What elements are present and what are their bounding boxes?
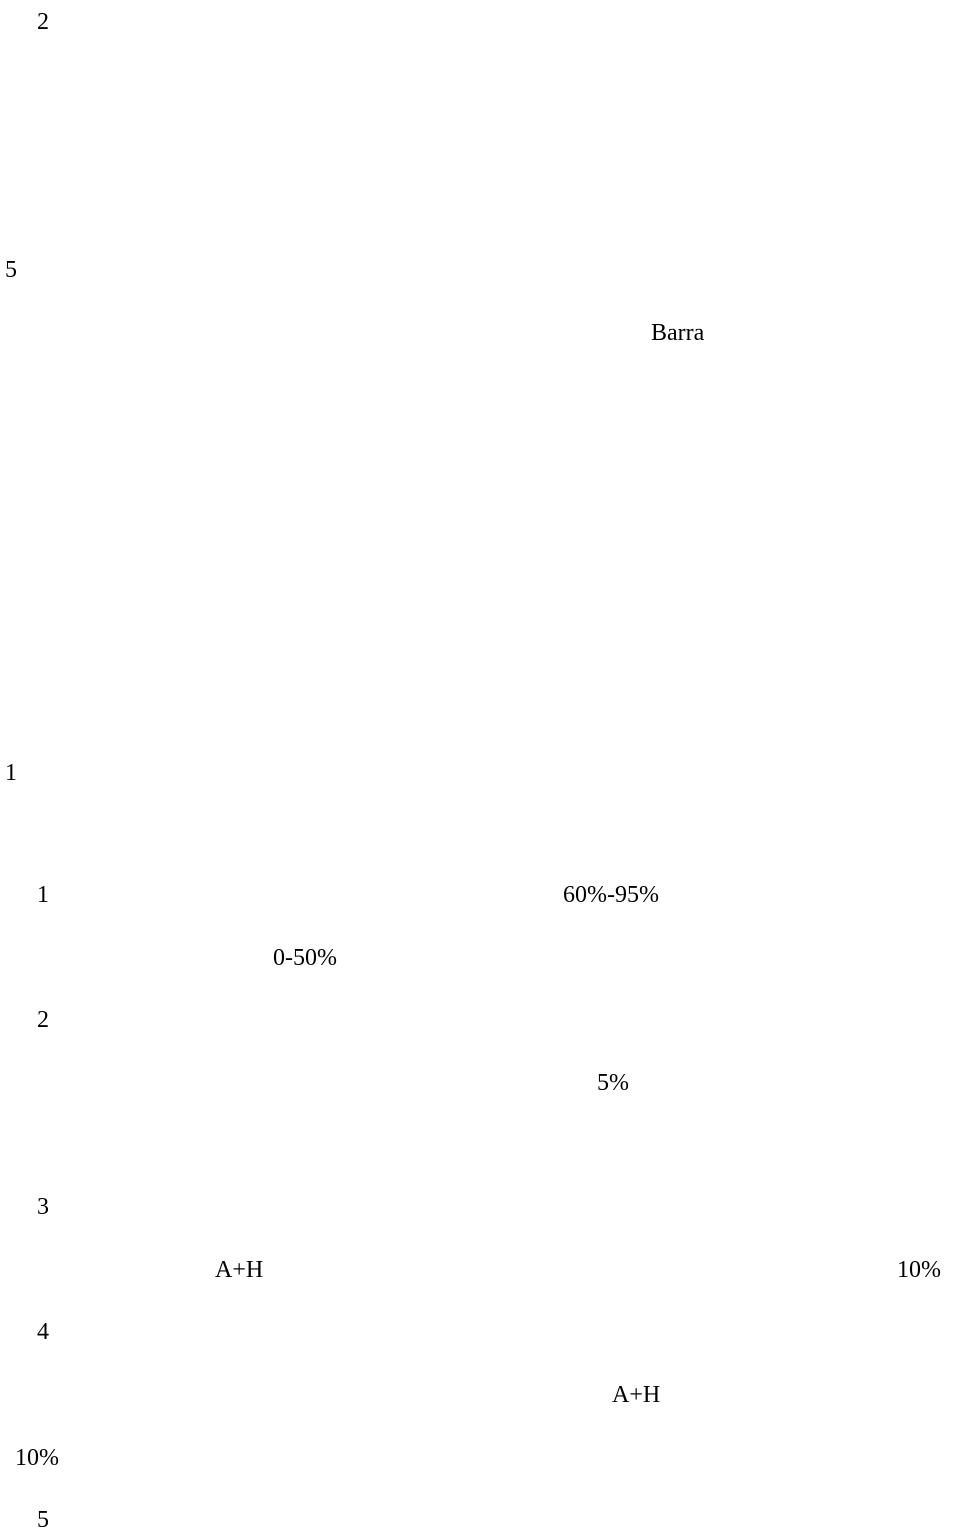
text: 4 bbox=[37, 1319, 49, 1345]
text: 10% bbox=[897, 1257, 941, 1283]
text: 1 bbox=[5, 760, 17, 786]
text: A+H bbox=[612, 1382, 661, 1408]
text: 5% bbox=[597, 1070, 629, 1096]
text: 0-50% bbox=[273, 945, 337, 971]
text: 60%-95% bbox=[563, 882, 659, 908]
text: 3 bbox=[37, 1194, 49, 1220]
text: 5 bbox=[5, 257, 17, 283]
text: 2 bbox=[37, 9, 49, 35]
text: 1 bbox=[37, 882, 49, 908]
text: 2 bbox=[37, 1007, 49, 1033]
text: A+H bbox=[215, 1257, 264, 1283]
text: Barra bbox=[651, 320, 705, 346]
text: 5 bbox=[37, 1507, 49, 1533]
text: 10% bbox=[15, 1445, 59, 1471]
